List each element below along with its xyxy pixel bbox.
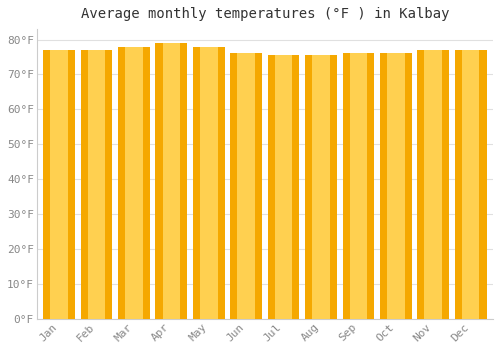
Bar [312, 55, 330, 319]
Bar [418, 50, 449, 319]
Bar [88, 50, 106, 319]
Bar [118, 47, 150, 319]
Bar [305, 55, 337, 319]
Bar [275, 55, 292, 319]
Bar [424, 50, 442, 319]
Bar [50, 50, 68, 319]
Bar [387, 54, 404, 319]
Bar [44, 50, 75, 319]
Bar [268, 55, 300, 319]
Bar [193, 47, 224, 319]
Bar [156, 43, 188, 319]
Bar [200, 47, 218, 319]
Bar [80, 50, 112, 319]
Bar [162, 43, 180, 319]
Bar [380, 54, 412, 319]
Title: Average monthly temperatures (°F ) in Kalbay: Average monthly temperatures (°F ) in Ka… [80, 7, 449, 21]
Bar [238, 54, 255, 319]
Bar [230, 54, 262, 319]
Bar [350, 54, 367, 319]
Bar [125, 47, 142, 319]
Bar [454, 50, 486, 319]
Bar [342, 54, 374, 319]
Bar [462, 50, 479, 319]
